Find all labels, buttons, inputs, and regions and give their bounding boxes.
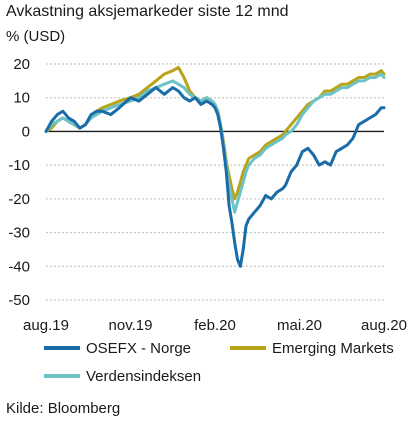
x-tick-label: aug.20 — [361, 317, 407, 334]
chart-title: Avkastning aksjemarkeder siste 12 mnd — [6, 3, 289, 20]
x-tick-label: nov.19 — [109, 317, 153, 334]
source-note: Kilde: Bloomberg — [6, 400, 121, 417]
series-line-0 — [44, 86, 386, 268]
x-tick-label: aug.19 — [23, 317, 69, 334]
y-tick-label: -10 — [8, 157, 30, 174]
y-tick-label: 10 — [13, 90, 30, 107]
y-tick-label: -50 — [8, 292, 30, 309]
y-tick-labels: 20 10 0 -10 -20 -30 -40 -50 — [8, 56, 30, 309]
x-tick-label: feb.20 — [194, 317, 236, 334]
y-tick-label: -30 — [8, 225, 30, 242]
series-line-1 — [44, 65, 386, 201]
series-line-2 — [44, 72, 386, 214]
x-tick-label: mai.20 — [277, 317, 322, 334]
legend: OSEFX - Norge Emerging Markets Verdensinde… — [44, 340, 394, 385]
legend-label: Emerging Markets — [272, 340, 394, 357]
legend-label: Verdensindeksen — [86, 368, 201, 385]
series-lines — [44, 65, 386, 268]
legend-label: OSEFX - Norge — [86, 340, 191, 357]
y-tick-label: -40 — [8, 258, 30, 275]
grid-lines — [46, 63, 384, 301]
y-axis-unit-label: % (USD) — [6, 28, 66, 45]
y-tick-label: 20 — [13, 56, 30, 73]
x-tick-labels: aug.19 nov.19 feb.20 mai.20 aug.20 — [23, 317, 407, 334]
y-tick-label: -20 — [8, 191, 30, 208]
y-tick-label: 0 — [22, 123, 30, 140]
